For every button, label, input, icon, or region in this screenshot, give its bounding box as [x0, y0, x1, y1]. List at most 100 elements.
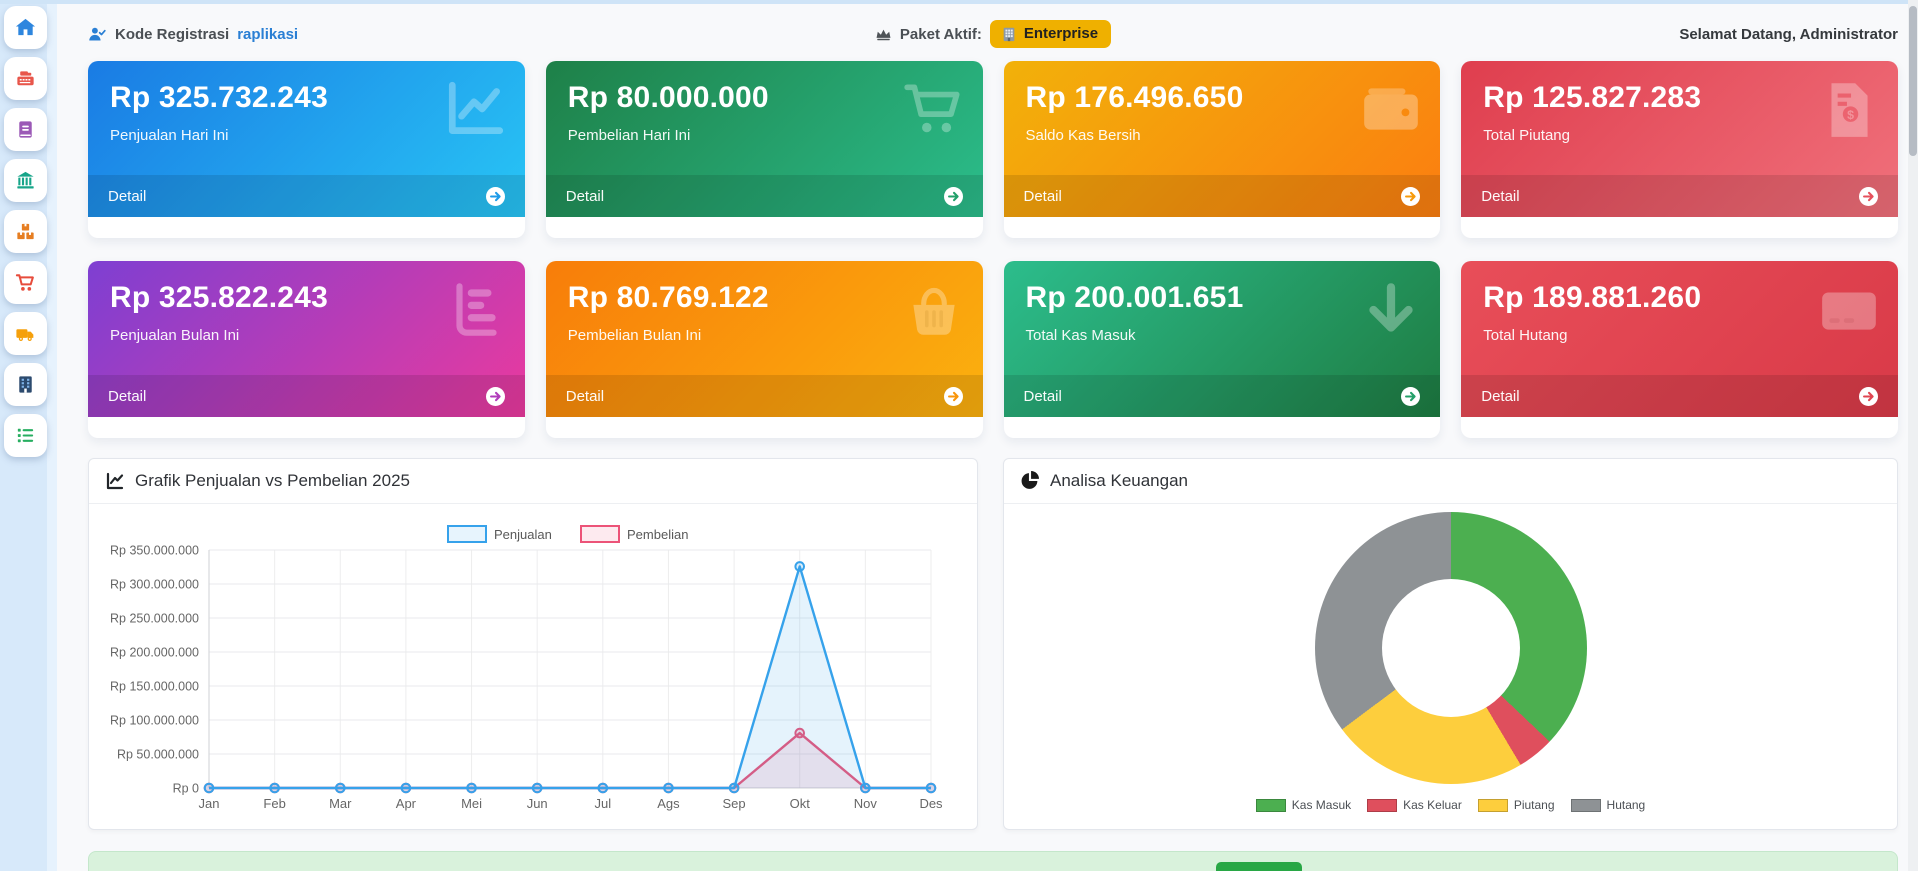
- legend-item-hutang[interactable]: Hutang: [1570, 798, 1645, 812]
- svg-text:Mar: Mar: [329, 796, 352, 811]
- arrow-circle-right-icon: [943, 186, 963, 206]
- registration-label: Kode Registrasi: [115, 25, 230, 43]
- stat-card-total-piutang: $ Rp 125.827.283 Total Piutang Detail: [1461, 61, 1898, 238]
- registration-area: Kode Registrasi raplikasi: [88, 25, 691, 43]
- registration-code-link[interactable]: raplikasi: [237, 25, 299, 43]
- card-value: Rp 189.881.260: [1483, 281, 1702, 314]
- sidebar-button-home[interactable]: [3, 6, 47, 49]
- svg-text:Jun: Jun: [527, 796, 548, 811]
- stat-card-pembelian-hari-ini: Rp 80.000.000 Pembelian Hari Ini Detail: [545, 61, 983, 238]
- sidebar-button-building[interactable]: [3, 363, 47, 406]
- detail-label: Detail: [1481, 387, 1520, 405]
- detail-label: Detail: [108, 387, 147, 405]
- card-value: Rp 80.769.122: [567, 281, 769, 314]
- legend-label: Kas Keluar: [1403, 798, 1462, 812]
- arrow-circle-right-icon: [485, 386, 505, 406]
- main-scrollbar[interactable]: [1908, 0, 1918, 871]
- svg-text:Nov: Nov: [854, 796, 878, 811]
- card-label: Penjualan Bulan Ini: [110, 327, 240, 344]
- package-area: Paket Aktif: Enterprise: [691, 20, 1294, 48]
- charts-row: Grafik Penjualan vs Pembelian 2025 Rp 0 R…: [88, 458, 1898, 830]
- sidebar-button-cash-register[interactable]: [3, 57, 47, 100]
- arrow-circle-right-icon: [1859, 186, 1878, 206]
- bank-icon: [16, 171, 34, 189]
- legend-item-penjualan[interactable]: Penjualan: [447, 525, 552, 543]
- partial-green-button[interactable]: [1216, 862, 1302, 871]
- stat-card-penjualan-hari-ini: Rp 325.732.243 Penjualan Hari Ini Detail: [88, 61, 525, 238]
- card-detail-link[interactable]: Detail: [1003, 375, 1441, 417]
- scrollbar-thumb[interactable]: [1909, 6, 1917, 156]
- svg-text:Apr: Apr: [396, 796, 417, 811]
- svg-text:Rp 350.000.000: Rp 350.000.000: [110, 544, 199, 558]
- stat-card-pembelian-bulan-ini: Rp 80.769.122 Pembelian Bulan Ini Detail: [545, 261, 983, 438]
- sidebar-button-list[interactable]: [3, 414, 47, 457]
- truck-icon: [15, 329, 33, 341]
- donut-chart: [1314, 512, 1587, 784]
- card-label: Penjualan Hari Ini: [110, 127, 229, 144]
- book-icon: [18, 121, 32, 138]
- legend-item-pembelian[interactable]: Pembelian: [580, 525, 688, 543]
- chart-bar-icon: [456, 283, 497, 336]
- legend-swatch: [1255, 798, 1286, 812]
- svg-text:Jan: Jan: [199, 796, 220, 811]
- package-label: Paket Aktif:: [899, 25, 982, 43]
- arrow-down-icon: [1369, 283, 1413, 332]
- finance-panel: Analisa Keuangan Kas Masuk Kas Keluar Piut…: [1003, 458, 1898, 830]
- package-badge-label: Enterprise: [1023, 25, 1099, 42]
- sidebar-button-truck[interactable]: [3, 312, 47, 355]
- card-detail-link[interactable]: Detail: [545, 375, 983, 417]
- credit-card-icon: [1822, 292, 1876, 330]
- detail-label: Detail: [1023, 387, 1062, 405]
- svg-text:Mei: Mei: [461, 796, 482, 811]
- sidebar-button-book[interactable]: [3, 108, 47, 151]
- stat-card-saldo-kas-bersih: Rp 176.496.650 Saldo Kas Bersih Detail: [1003, 61, 1441, 238]
- building-icon: [18, 376, 32, 393]
- card-value: Rp 125.827.283: [1483, 81, 1702, 114]
- detail-label: Detail: [1023, 187, 1062, 205]
- legend-item-piutang[interactable]: Piutang: [1477, 798, 1555, 812]
- svg-text:Rp 150.000.000: Rp 150.000.000: [110, 680, 199, 694]
- package-badge[interactable]: Enterprise: [989, 20, 1112, 48]
- legend-swatch: [1570, 798, 1601, 812]
- top-edge-strip: [0, 0, 1918, 4]
- svg-text:Ags: Ags: [657, 796, 680, 811]
- svg-text:Rp 300.000.000: Rp 300.000.000: [110, 578, 199, 592]
- finance-header: Analisa Keuangan: [1004, 459, 1897, 504]
- arrow-circle-right-icon: [1401, 186, 1421, 206]
- sidebar-button-shopping-cart[interactable]: [3, 261, 47, 304]
- legend-label: Kas Masuk: [1291, 798, 1352, 812]
- card-detail-link[interactable]: Detail: [88, 375, 525, 417]
- card-detail-link[interactable]: Detail: [1003, 175, 1441, 217]
- card-detail-link[interactable]: Detail: [1461, 175, 1898, 217]
- sidebar-button-boxes[interactable]: [3, 210, 47, 253]
- boxes-icon: [16, 223, 34, 240]
- detail-label: Detail: [565, 187, 605, 205]
- card-label: Pembelian Hari Ini: [567, 127, 691, 144]
- user-check-icon: [89, 27, 106, 41]
- shopping-cart-icon: [15, 274, 34, 291]
- card-detail-link[interactable]: Detail: [1461, 375, 1898, 417]
- main-content: Kode Registrasi raplikasi Paket Aktif: E…: [57, 0, 1918, 871]
- list-icon: [17, 428, 33, 443]
- svg-text:Jul: Jul: [595, 796, 612, 811]
- topbar: Kode Registrasi raplikasi Paket Aktif: E…: [88, 10, 1898, 58]
- stat-card-total-kas-masuk: Rp 200.001.651 Total Kas Masuk Detail: [1003, 261, 1441, 438]
- stat-cards-grid: Rp 325.732.243 Penjualan Hari Ini Detail Rp…: [88, 61, 1898, 438]
- card-detail-link[interactable]: Detail: [545, 175, 983, 217]
- svg-text:Rp 50.000.000: Rp 50.000.000: [117, 748, 199, 762]
- svg-text:Rp 0: Rp 0: [173, 782, 199, 796]
- card-label: Total Piutang: [1483, 127, 1570, 144]
- svg-text:Feb: Feb: [263, 796, 285, 811]
- arrow-circle-right-icon: [485, 186, 505, 206]
- sales-chart-panel: Grafik Penjualan vs Pembelian 2025 Rp 0 R…: [88, 458, 978, 830]
- sales-chart-title: Grafik Penjualan vs Pembelian 2025: [135, 471, 410, 490]
- card-value: Rp 325.822.243: [110, 281, 328, 314]
- card-detail-link[interactable]: Detail: [88, 175, 525, 217]
- sidebar-button-bank[interactable]: [3, 159, 47, 202]
- svg-text:Pembelian: Pembelian: [627, 527, 688, 542]
- arrow-circle-right-icon: [1859, 386, 1878, 406]
- legend-item-kas-masuk[interactable]: Kas Masuk: [1255, 798, 1352, 812]
- legend-item-kas-keluar[interactable]: Kas Keluar: [1367, 798, 1462, 812]
- donut-legend: Kas Masuk Kas Keluar Piutang Hutang: [1255, 798, 1645, 812]
- svg-text:Okt: Okt: [790, 796, 811, 811]
